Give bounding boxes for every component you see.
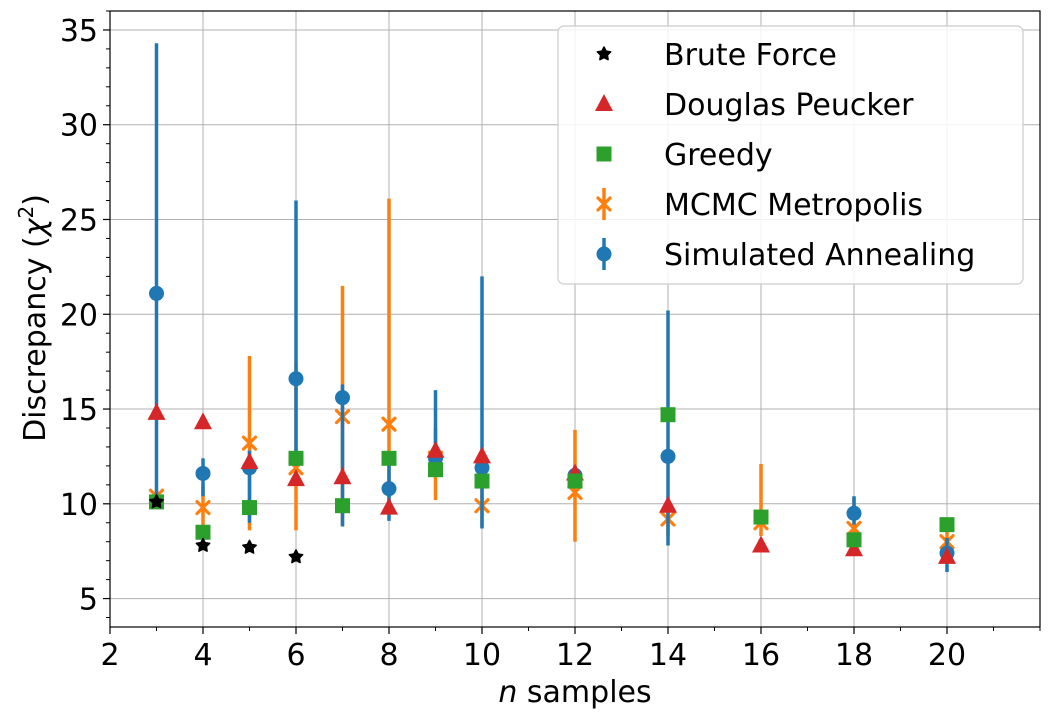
greedy-point [474, 473, 490, 489]
simulated-annealing-point [660, 448, 676, 464]
x-axis-title: n samples [498, 675, 651, 710]
mcmc-metropolis-point [241, 435, 258, 451]
brute-force-point [195, 537, 211, 552]
axis-ticks: 2 4 6 8 10 12 14 16 18 20 5 10 15 20 25 30 35 [60, 10, 1041, 673]
y-tick-label: 10 [60, 488, 98, 523]
greedy-point [195, 524, 211, 540]
douglas-peucker-point [938, 546, 956, 564]
legend-label: Brute Force [664, 38, 837, 73]
simulated-annealing-point [195, 465, 211, 481]
mcmc-metropolis-point [381, 416, 397, 432]
legend: Brute Force Douglas Peucker Greedy MCMC Met… [557, 25, 1024, 285]
series-douglas-peucker [147, 402, 956, 564]
simulated-annealing-point [149, 285, 164, 301]
mcmc-metropolis-point-stroke [381, 416, 397, 432]
simulated-annealing-point [288, 371, 304, 387]
x-tick-label: 8 [379, 638, 398, 673]
brute-force-point [242, 539, 257, 554]
greedy-point [660, 407, 676, 423]
x-tick-label: 16 [742, 638, 780, 673]
mcmc-metropolis-point-stroke [195, 499, 211, 516]
x-axis-title-variable: n [498, 675, 517, 710]
legend-marker [596, 246, 612, 262]
douglas-peucker-point [426, 440, 445, 458]
legend-marker [596, 196, 612, 212]
legend-marker [595, 94, 613, 111]
y-tick-label: 35 [60, 14, 98, 49]
series-greedy [149, 407, 955, 548]
y-axis-title: Discrepancy (χ2) [14, 194, 53, 442]
douglas-peucker-point [380, 497, 398, 515]
simulated-annealing-point [381, 481, 397, 497]
y-tick-label: 20 [60, 298, 98, 333]
mcmc-metropolis-point-stroke [241, 435, 258, 451]
x-axis-title-text: samples [517, 675, 651, 710]
x-tick-label: 20 [928, 638, 966, 673]
douglas-peucker-point [240, 452, 259, 470]
legend-marker [596, 46, 612, 61]
greedy-point [846, 532, 862, 548]
douglas-peucker-point [287, 469, 305, 487]
plot-marks [147, 43, 956, 573]
legend-item-simulated-annealing: Simulated Annealing [596, 238, 975, 273]
legend-item-greedy: Greedy [596, 138, 773, 173]
x-tick-label: 14 [649, 638, 687, 673]
legend-label: MCMC Metropolis [664, 188, 923, 223]
legend-marker [596, 146, 612, 162]
greedy-point [567, 473, 583, 489]
douglas-peucker-point [194, 412, 212, 430]
series-brute-force [149, 494, 304, 564]
legend-box [557, 25, 1024, 285]
legend-label: Greedy [664, 138, 773, 173]
x-tick-label: 10 [463, 638, 501, 673]
douglas-peucker-point [845, 539, 863, 557]
simulated-annealing-point [474, 460, 490, 476]
brute-force-point [288, 549, 304, 564]
x-tick-label: 6 [286, 638, 305, 673]
y-tick-label: 30 [60, 109, 98, 144]
y-tick-label: 25 [60, 203, 98, 238]
legend-label: Simulated Annealing [664, 238, 975, 273]
y-tick-label: 5 [79, 583, 98, 618]
greedy-point [288, 450, 304, 466]
x-tick-label: 18 [835, 638, 873, 673]
greedy-point [428, 462, 443, 478]
y-axis-title-symbol: χ [18, 217, 53, 238]
legend-label: Douglas Peucker [664, 88, 914, 123]
legend-item-mcmc-metropolis: MCMC Metropolis [596, 188, 923, 223]
legend-item-douglas-peucker: Douglas Peucker [595, 88, 914, 123]
y-axis-title-close: ) [18, 194, 53, 206]
x-tick-label: 2 [100, 638, 119, 673]
douglas-peucker-point [752, 535, 770, 553]
y-tick-label: 15 [60, 393, 98, 428]
x-tick-label: 4 [193, 638, 212, 673]
douglas-peucker-point [147, 402, 166, 420]
brute-force-point [149, 494, 164, 509]
greedy-point [242, 500, 257, 516]
mcmc-metropolis-point [195, 499, 211, 516]
greedy-point [939, 517, 955, 533]
douglas-peucker-point [333, 467, 352, 485]
legend-item-brute-force: Brute Force [596, 38, 837, 73]
greedy-point [381, 450, 397, 466]
greedy-point [335, 498, 350, 514]
douglas-peucker-point [473, 446, 491, 464]
douglas-peucker-point [659, 495, 677, 513]
legend-marker-stroke [596, 196, 612, 212]
y-axis-title-text: Discrepancy ( [18, 236, 53, 442]
y-axis-title-sup: 2 [14, 206, 38, 219]
x-tick-label: 12 [556, 638, 594, 673]
simulated-annealing-point [335, 390, 350, 406]
greedy-point [753, 509, 769, 525]
simulated-annealing-point [846, 505, 862, 521]
